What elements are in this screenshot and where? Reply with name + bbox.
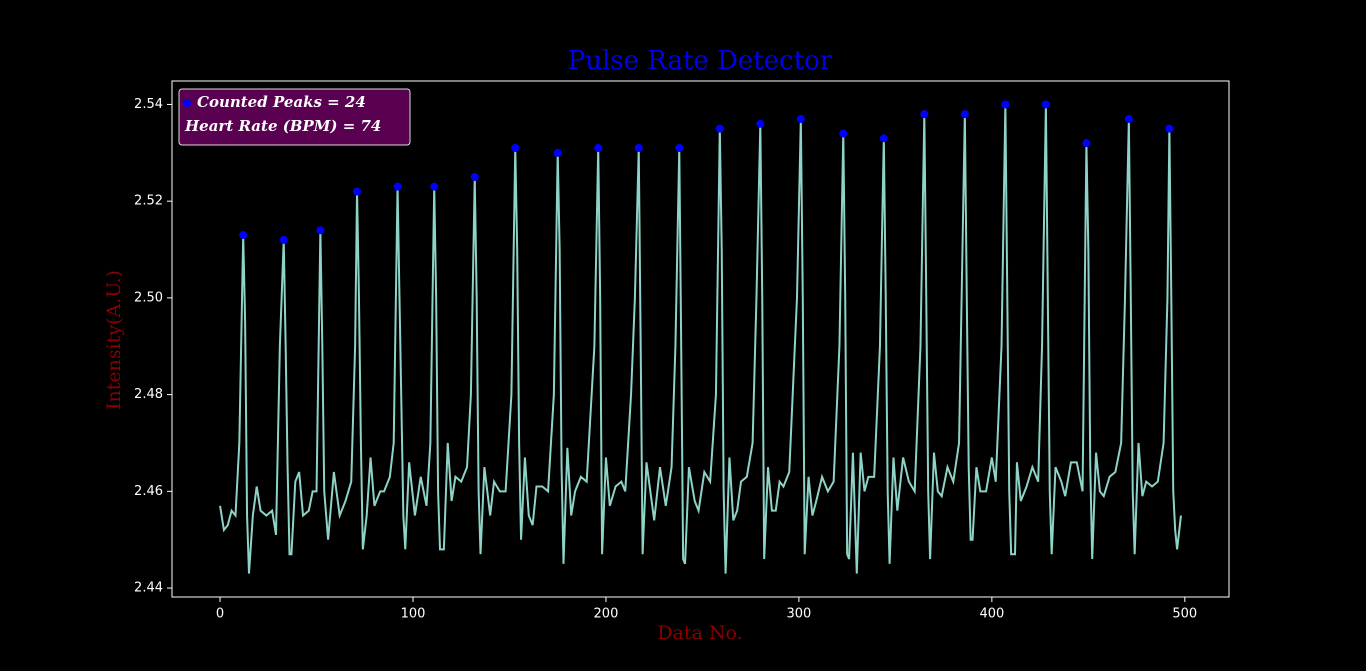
peak-marker (279, 235, 288, 244)
x-tick-label: 0 (216, 607, 224, 622)
legend-box (178, 88, 411, 146)
y-tick-label: 2.52 (134, 194, 163, 209)
peak-marker (511, 143, 520, 152)
peak-marker (353, 187, 362, 196)
x-tick-label: 400 (979, 607, 1004, 622)
y-tick-label: 2.54 (134, 97, 163, 112)
peak-marker (594, 143, 603, 152)
peak-marker (879, 134, 888, 143)
data-line (219, 104, 1182, 574)
plot-frame (171, 80, 1230, 598)
peak-marker (715, 124, 724, 133)
peak-marker (316, 226, 325, 235)
x-tick-label: 300 (786, 607, 811, 622)
x-tick-label: 200 (594, 607, 619, 622)
peak-marker (1082, 139, 1091, 148)
y-tick-label: 2.50 (134, 290, 163, 305)
peak-marker (796, 114, 805, 123)
y-tick-label: 2.48 (134, 387, 163, 402)
x-tick-label: 100 (401, 607, 426, 622)
peak-marker (553, 148, 562, 157)
peak-marker (920, 110, 929, 119)
chart-title: Pulse Rate Detector (568, 46, 833, 76)
peak-marker (470, 172, 479, 181)
x-axis-label: Data No. (657, 622, 742, 644)
peak-marker (634, 143, 643, 152)
peak-marker (1041, 100, 1050, 109)
peak-marker (1001, 100, 1010, 109)
peak-marker (960, 110, 969, 119)
peak-marker (393, 182, 402, 191)
peak-marker (675, 143, 684, 152)
peak-marker (239, 231, 248, 240)
y-tick-label: 2.44 (134, 581, 163, 596)
peak-marker (430, 182, 439, 191)
x-tick-label: 500 (1172, 607, 1197, 622)
y-tick-label: 2.46 (134, 484, 163, 499)
legend-annotation: Heart Rate (BPM) = 74 (184, 117, 381, 135)
peak-marker (1124, 114, 1133, 123)
legend-marker (183, 99, 191, 107)
peak-marker (756, 119, 765, 128)
peak-marker (839, 129, 848, 138)
y-axis-label: Intensity(A.U.) (103, 270, 125, 410)
peak-marker (1165, 124, 1174, 133)
legend-label: Counted Peaks = 24 (197, 93, 366, 111)
